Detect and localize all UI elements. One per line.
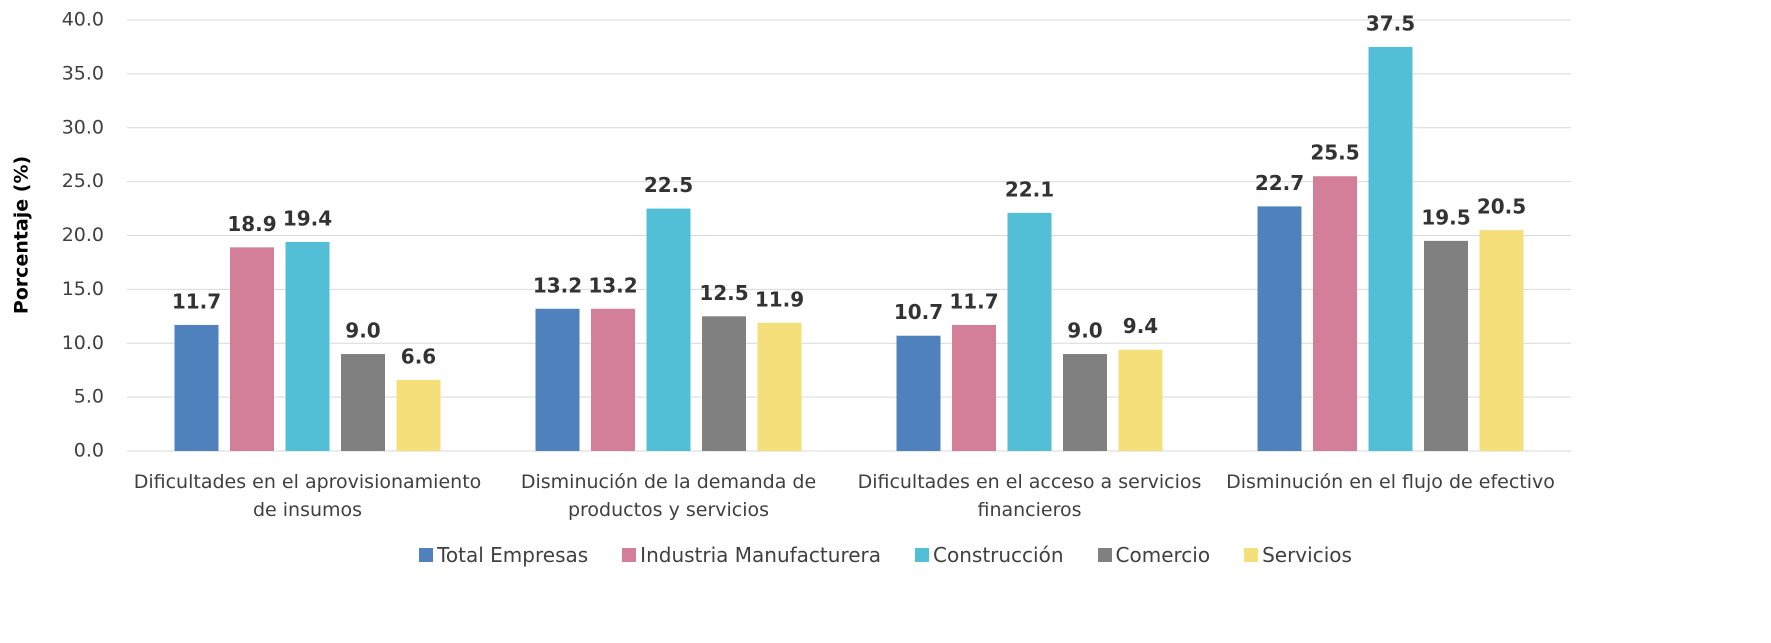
y-tick-label: 30.0 xyxy=(62,116,104,138)
y-tick-label: 25.0 xyxy=(62,170,104,192)
y-tick-label: 5.0 xyxy=(74,386,104,408)
legend-item: Industria Manufacturera xyxy=(622,543,881,567)
data-label: 9.0 xyxy=(345,319,380,343)
legend-label: Total Empresas xyxy=(437,543,589,567)
bar xyxy=(1368,46,1413,451)
bar xyxy=(896,335,941,451)
legend-label: Industria Manufacturera xyxy=(640,543,882,567)
bar xyxy=(1007,212,1052,451)
bar xyxy=(1063,354,1107,451)
bar xyxy=(1424,240,1468,451)
x-tick-label: Dificultades en el acceso a servicios fi… xyxy=(857,471,1202,521)
y-tick-label: 10.0 xyxy=(62,332,104,354)
legend: Total Empresas Industria Manufacturera Con… xyxy=(0,543,1771,567)
legend-swatch xyxy=(1244,548,1259,562)
data-label: 22.1 xyxy=(1005,177,1054,201)
legend-label: Comercio xyxy=(1115,543,1211,567)
bar xyxy=(285,241,330,451)
bar xyxy=(1118,349,1163,451)
data-label: 6.6 xyxy=(401,344,436,368)
data-label: 19.4 xyxy=(283,206,332,230)
bar xyxy=(591,308,635,451)
legend-item: Servicios xyxy=(1244,543,1352,567)
data-label: 25.5 xyxy=(1310,141,1359,165)
y-tick-label: 15.0 xyxy=(62,278,104,300)
y-tick-label: 40.0 xyxy=(62,9,104,31)
legend-item: Total Empresas xyxy=(419,543,588,567)
data-label: 9.4 xyxy=(1123,314,1158,338)
data-label: 20.5 xyxy=(1477,195,1526,219)
x-tick-label: Disminución de la demanda de productos y… xyxy=(520,471,817,521)
data-label: 10.7 xyxy=(894,300,943,324)
bar xyxy=(952,324,996,451)
data-label: 12.5 xyxy=(699,281,748,305)
bar xyxy=(1257,206,1302,451)
data-label: 22.7 xyxy=(1255,171,1304,195)
data-label: 19.5 xyxy=(1421,205,1470,229)
bar xyxy=(757,322,802,451)
bar xyxy=(646,208,691,451)
data-label: 18.9 xyxy=(227,212,276,236)
legend-swatch xyxy=(1097,548,1112,562)
legend-swatch xyxy=(419,548,434,562)
data-label: 37.5 xyxy=(1366,11,1415,35)
y-axis-title: Porcentaje (%) xyxy=(11,156,33,314)
data-label: 11.9 xyxy=(755,287,804,311)
bar xyxy=(396,379,441,451)
y-tick-label: 0.0 xyxy=(74,440,104,462)
data-label: 9.0 xyxy=(1067,319,1102,343)
legend-item: Comercio xyxy=(1097,543,1211,567)
data-label: 11.7 xyxy=(172,289,221,313)
legend-label: Construcción xyxy=(933,543,1064,567)
data-label: 11.7 xyxy=(949,289,998,313)
bar xyxy=(1479,230,1524,451)
bar xyxy=(1313,176,1357,452)
y-tick-label: 35.0 xyxy=(62,62,104,84)
data-label: 22.5 xyxy=(644,173,693,197)
legend-swatch xyxy=(915,548,930,562)
x-tick-label: Disminución en el flujo de efectivo xyxy=(1226,471,1555,493)
legend-swatch xyxy=(622,548,637,562)
bar xyxy=(535,308,580,451)
y-tick-label: 20.0 xyxy=(62,224,104,246)
x-tick-label: Dificultades en el aprovisionamiento de … xyxy=(133,471,482,521)
bar xyxy=(702,316,746,451)
bar xyxy=(341,354,385,451)
legend-item: Construcción xyxy=(915,543,1064,567)
bar xyxy=(174,324,219,451)
data-label: 13.2 xyxy=(588,273,637,297)
bar xyxy=(230,247,274,451)
data-label: 13.2 xyxy=(533,273,582,297)
legend-label: Servicios xyxy=(1262,543,1352,567)
